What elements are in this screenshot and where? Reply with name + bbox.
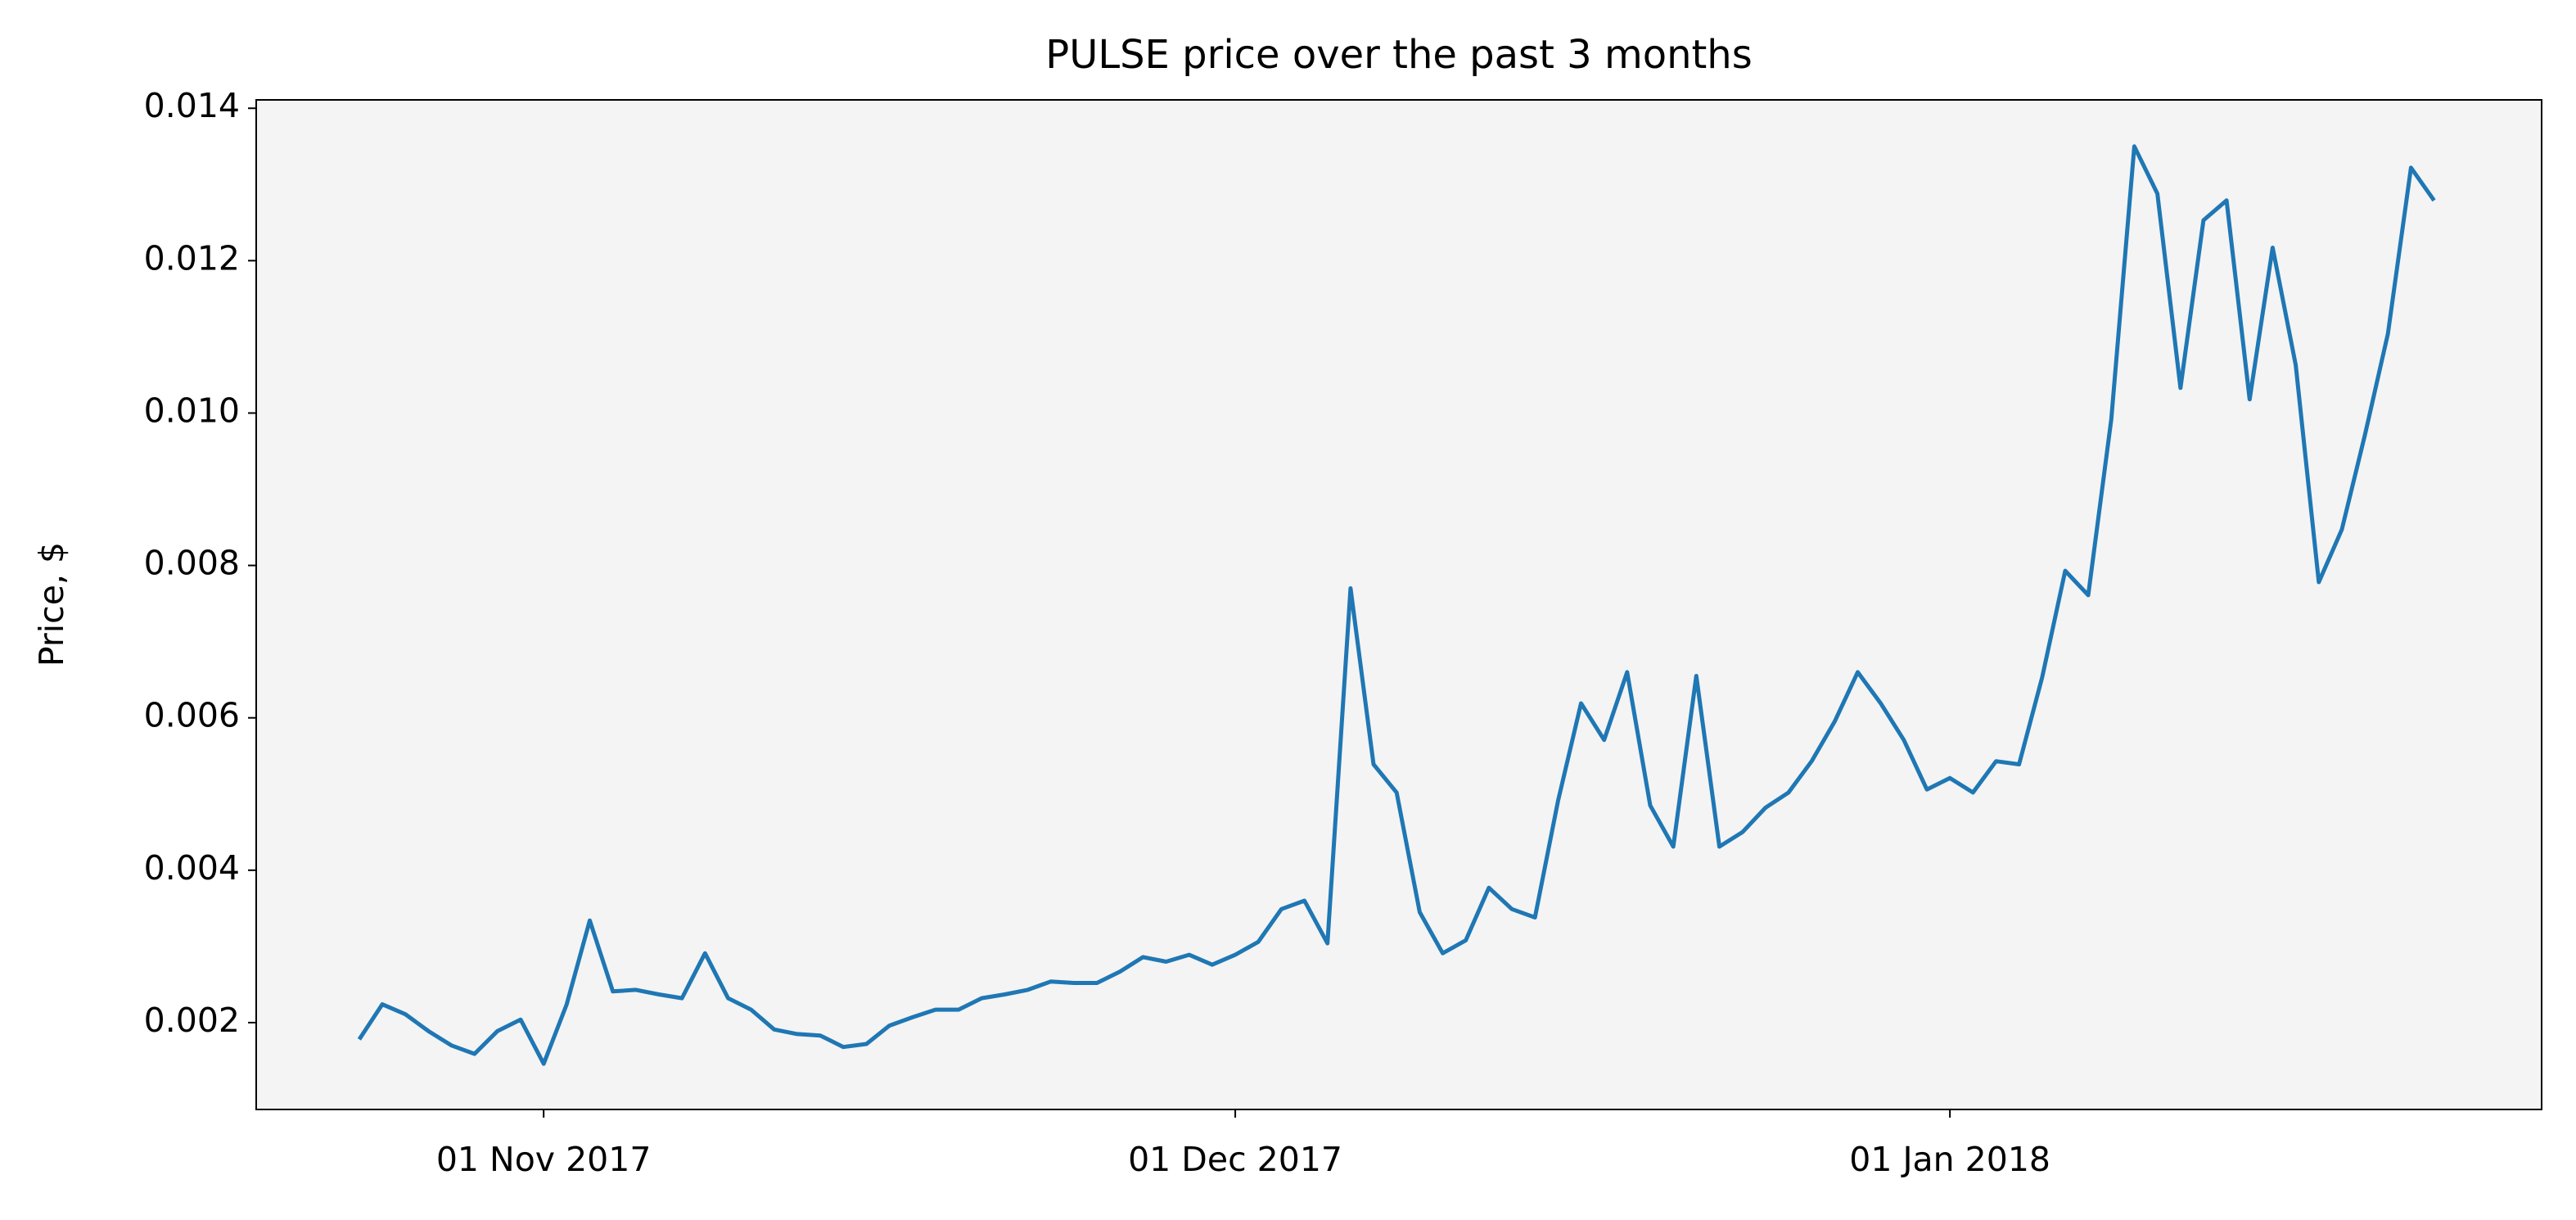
- y-tick-label: 0.008: [144, 544, 240, 583]
- y-axis-label: Price, $: [32, 542, 71, 666]
- x-tick-label: 01 Dec 2017: [1128, 1140, 1342, 1179]
- y-tick-label: 0.004: [144, 848, 240, 888]
- plot-frame: [255, 99, 2542, 1110]
- x-tick-label: 01 Nov 2017: [436, 1140, 652, 1179]
- chart-title: PULSE price over the past 3 months: [1045, 32, 1752, 78]
- y-tick-label: 0.012: [144, 238, 240, 278]
- x-tick-label: 01 Jan 2018: [1849, 1140, 2050, 1179]
- y-tick-label: 0.006: [144, 696, 240, 735]
- plot-background: [256, 100, 2542, 1109]
- price-line: [357, 144, 2436, 1066]
- y-tick-label: 0.002: [144, 1001, 240, 1040]
- y-tick-label: 0.014: [144, 86, 240, 125]
- y-tick-label: 0.010: [144, 391, 240, 430]
